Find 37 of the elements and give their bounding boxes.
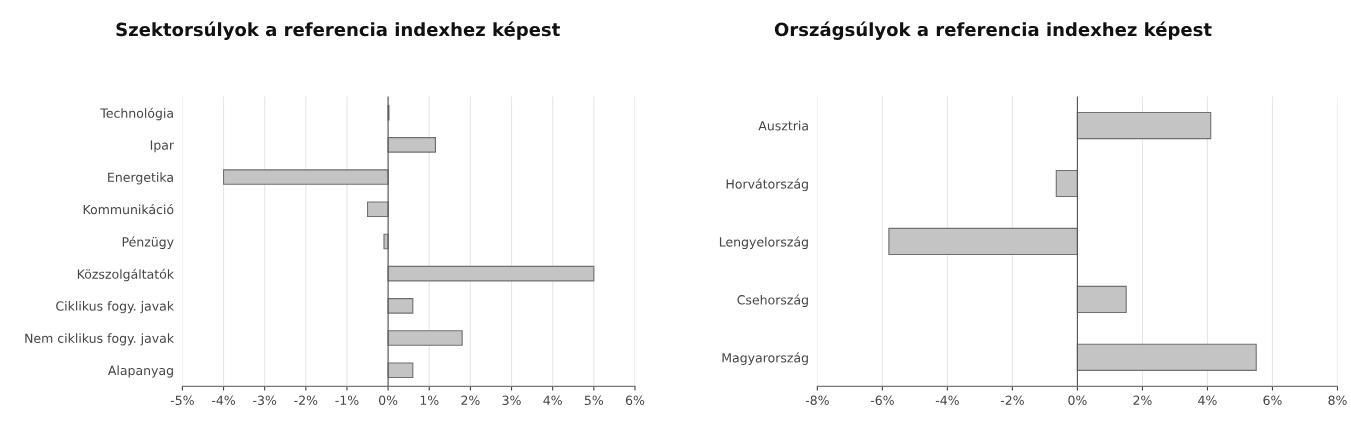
x-tick-label: -2% [294, 395, 318, 406]
chart-title: Szektorsúlyok a referencia indexhez képest [116, 21, 560, 40]
x-tick-label: 2% [1133, 395, 1152, 406]
x-tick-label: -6% [870, 395, 894, 406]
x-tick-label: -3% [253, 395, 277, 406]
x-tick-label: -5% [170, 395, 194, 406]
y-tick-label: Közszolgáltatók [77, 268, 175, 282]
y-tick-label: Csehország [737, 294, 808, 307]
x-tick-label: 8% [1328, 395, 1347, 406]
y-tick-label: Pénzügy [122, 236, 174, 250]
x-tick-label: 2% [461, 395, 480, 406]
x-tick-label: 0% [1068, 395, 1087, 406]
y-tick-label: Technológia [100, 107, 173, 121]
x-tick-label: 1% [420, 395, 439, 406]
y-tick-label: Ciklikus fogy. javak [56, 301, 175, 314]
x-tick-label: -2% [1000, 395, 1024, 406]
x-tick-label: 6% [1263, 395, 1282, 406]
y-tick-label: Horvátország [726, 178, 808, 192]
y-tick-label: Ausztria [758, 120, 808, 131]
y-tick-label: Lengyelország [719, 236, 808, 250]
x-tick-label: -4% [211, 395, 236, 406]
y-tick-label: Magyarország [722, 352, 808, 365]
y-tick-label: Kommunikáció [83, 204, 174, 215]
y-tick-label: Alapanyag [107, 365, 173, 378]
y-tick-label: Nem ciklikus fogy. javak [25, 333, 175, 346]
y-tick-label: Energetika [108, 172, 173, 185]
x-tick-label: -4% [935, 395, 959, 406]
x-tick-label: 5% [584, 395, 604, 406]
x-tick-label: 3% [502, 395, 521, 406]
x-tick-label: 4% [1198, 395, 1217, 406]
y-tick-label: Ipar [150, 140, 175, 153]
x-tick-label: 4% [543, 395, 562, 406]
x-tick-label: 0% [379, 395, 398, 406]
x-tick-label: -8% [805, 395, 829, 406]
x-tick-label: 6% [625, 395, 645, 406]
chart-title: Országsúlyok a referencia indexhez képest [774, 21, 1212, 40]
x-tick-label: -1% [335, 395, 359, 406]
